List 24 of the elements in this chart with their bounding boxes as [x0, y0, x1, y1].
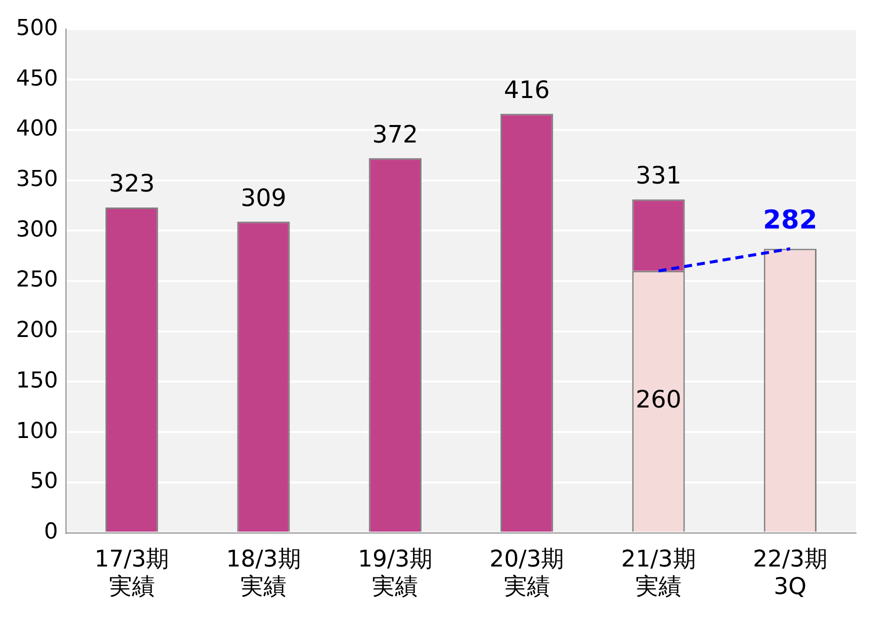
total-label: 331	[636, 162, 682, 190]
y-tick-label: 400	[16, 116, 58, 142]
total-label: 372	[372, 120, 418, 148]
y-tick-label: 450	[16, 66, 58, 92]
total-label: 416	[504, 76, 550, 104]
y-tick-label: 350	[16, 167, 58, 192]
data-label: 282	[763, 206, 818, 236]
y-tick-label: 250	[16, 268, 58, 293]
y-tick-label: 200	[16, 318, 58, 344]
x-tick-label: 19/3期実績	[358, 546, 432, 600]
x-tick-label: 17/3期実績	[94, 546, 170, 600]
x-tick-label: 21/3期実績	[621, 546, 696, 600]
x-tick-label: 18/3期実績	[226, 546, 301, 600]
y-tick-label: 300	[16, 217, 58, 242]
x-tick-label: 20/3期実績	[490, 546, 564, 600]
y-tick-label: 100	[16, 418, 58, 444]
y-tick-label: 150	[16, 368, 58, 394]
y-tick-label: 0	[44, 520, 58, 545]
total-label: 323	[108, 170, 155, 198]
total-label: 309	[240, 184, 286, 212]
y-tick-label: 50	[30, 469, 58, 494]
y-tick-label: 500	[16, 16, 58, 41]
data-label: 260	[636, 386, 682, 414]
x-tick-label: 22/3期3Q	[752, 546, 828, 600]
